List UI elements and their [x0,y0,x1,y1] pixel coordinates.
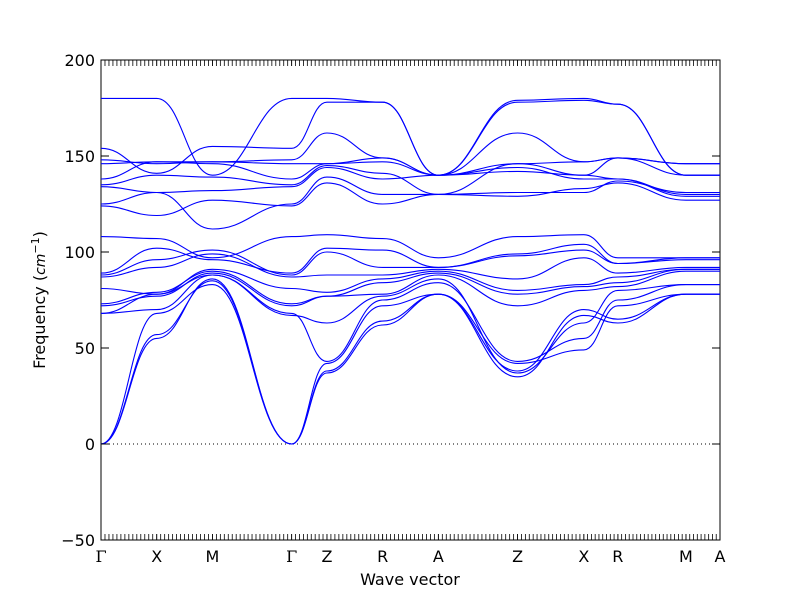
band-13 [100,182,720,217]
x-axis-title: Wave vector [360,570,460,589]
band-11 [100,243,720,274]
x-tick-label-M: M [206,547,220,566]
x-tick-label-A: A [715,547,726,566]
x-tick-label-X: X [151,547,162,566]
x-tick-label-X: X [578,547,589,566]
x-tick-label-R: R [612,547,623,566]
phonon-bands [100,97,720,445]
band-12 [100,234,720,259]
band-14 [100,176,720,230]
band-17 [100,157,720,180]
band-8 [100,268,720,295]
x-tick-label-M: M [679,547,693,566]
band-3 [100,284,720,445]
band-21 [100,97,720,176]
y-tick-label: 100 [64,243,95,262]
band-9 [100,253,720,280]
band-2 [100,280,720,445]
band-19 [100,132,720,176]
x-tick-label-A: A [433,547,444,566]
y-tick-label: 200 [64,51,95,70]
y-tick-label: 150 [64,147,95,166]
y-axis-title: Frequency (cm−1) [29,231,49,369]
x-tick-label-Z: Z [512,547,523,566]
x-tick-label-Z: Z [321,547,332,566]
x-tick-label-R: R [377,547,388,566]
band-16 [100,163,720,195]
band-6 [100,270,720,307]
band-5 [100,274,720,374]
x-tick-label-Γ: Γ [95,547,106,566]
band-1 [100,278,720,445]
y-tick-label: 50 [75,339,95,358]
band-7 [100,268,720,305]
y-tick-label: 0 [85,435,95,454]
x-tick-label-Γ: Γ [286,547,297,566]
y-tick-label: −50 [61,531,95,550]
